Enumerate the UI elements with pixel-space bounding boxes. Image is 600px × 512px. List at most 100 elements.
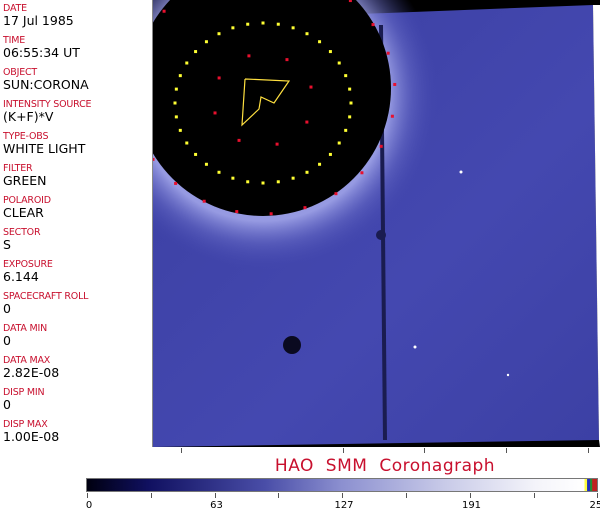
colorbar-tick (150, 493, 152, 498)
overlay-dot (371, 23, 375, 27)
overlay-dot (237, 138, 241, 142)
metadata-entry: DATA MAX 2.82E-08 (3, 355, 59, 380)
axis-tick (181, 448, 182, 453)
overlay-dot (235, 210, 239, 214)
metadata-entry: INTENSITY SOURCE (K+F)*V (3, 99, 92, 124)
entry-label: OBJECT (3, 67, 38, 78)
overlay-dot (174, 87, 178, 91)
overlay-dot (217, 76, 221, 80)
entry-label: SECTOR (3, 227, 41, 238)
overlay-dot (344, 128, 348, 132)
overlay-dot (337, 141, 341, 145)
colorbar-tick (342, 493, 344, 498)
metadata-entry: FILTER GREEN (3, 163, 47, 188)
entry-label: DATA MAX (3, 355, 51, 366)
overlay-dots (153, 0, 397, 216)
colorbar-tick (469, 493, 471, 498)
metadata-panel: DATE 17 Jul 1985 TIME 06:55:34 UT OBJECT SUN:… (0, 0, 153, 447)
star (459, 170, 463, 174)
overlay-dot (202, 199, 206, 203)
metadata-entry: EXPOSURE 6.144 (3, 259, 53, 284)
axis-tick (343, 448, 344, 453)
metadata-entry: DATA MIN 0 (3, 323, 47, 348)
overlay-dot (178, 74, 182, 78)
entry-label: DISP MIN (3, 387, 45, 398)
entry-value: GREEN (3, 173, 47, 188)
colorbar-tick-label: 191 (461, 500, 482, 511)
overlay-dot (305, 120, 309, 124)
overlay-dot (309, 85, 313, 89)
overlay-dot (174, 181, 178, 185)
entry-label: POLAROID (3, 195, 51, 206)
metadata-entry: DISP MIN 0 (3, 387, 45, 412)
overlay-dot (217, 170, 221, 174)
overlay-dot (305, 170, 309, 174)
overlay-dot (285, 58, 289, 62)
overlay-dot (349, 101, 353, 105)
overlay-dot (393, 82, 397, 86)
overlay-dot (204, 40, 208, 44)
overlay-dot (360, 171, 364, 175)
overlay-dot (334, 192, 338, 196)
overlay-dot (174, 115, 178, 119)
overlay-dot (390, 114, 394, 118)
overlay-dot (275, 142, 279, 146)
overlay-dot (291, 26, 295, 30)
colorbar-tick-label: 0 (85, 500, 93, 511)
entry-value: WHITE LIGHT (3, 141, 86, 156)
overlay-dot (247, 54, 251, 58)
entry-value: 0 (3, 397, 11, 412)
overlay-dot (318, 162, 322, 166)
metadata-entry: SPACECRAFT ROLL 0 (3, 291, 88, 316)
sector-outline (241, 78, 291, 127)
entry-value: S (3, 237, 11, 252)
overlay-dot (213, 111, 217, 115)
entry-value: 06:55:34 UT (3, 45, 80, 60)
colorbar-tick (87, 493, 88, 498)
overlay-dot (261, 181, 265, 185)
entry-label: TYPE-OBS (3, 131, 49, 142)
overlay-dot (305, 32, 309, 36)
overlay-dot (194, 50, 198, 54)
overlay-dot (162, 9, 166, 13)
overlay-dot (231, 26, 235, 30)
entry-label: DISP MAX (3, 419, 48, 430)
overlay-dot (303, 206, 307, 210)
overlay-dot (185, 61, 189, 65)
metadata-entry: DISP MAX 1.00E-08 (3, 419, 59, 444)
overlay-dot (231, 176, 235, 180)
entry-value: 0 (3, 301, 11, 316)
entry-value: 6.144 (3, 269, 39, 284)
overlay-dot (276, 180, 280, 184)
overlay-dot (291, 176, 295, 180)
occulter-disk (153, 0, 391, 216)
overlay-dot (348, 87, 352, 91)
entry-value: (K+F)*V (3, 109, 54, 124)
dark-spot (283, 336, 301, 354)
star (506, 373, 510, 377)
overlay-dot (348, 0, 352, 3)
axis-tick (424, 448, 425, 453)
overlay-dot (204, 162, 208, 166)
axis-tick (588, 448, 589, 453)
entry-label: SPACECRAFT ROLL (3, 291, 89, 302)
axis-tick (506, 448, 507, 453)
entry-value: SUN:CORONA (3, 77, 89, 92)
overlay-dot (386, 51, 390, 55)
entry-value: 0 (3, 333, 11, 348)
overlay-dot (276, 22, 280, 26)
overlay-dot (269, 212, 273, 216)
overlay-dot (185, 141, 189, 145)
entry-label: INTENSITY SOURCE (3, 99, 92, 110)
colorbar (86, 478, 598, 492)
entry-label: DATE (3, 3, 27, 14)
overlay-dot (178, 128, 182, 132)
colorbar-tick-label: 127 (334, 500, 354, 511)
overlay-dot (348, 115, 352, 119)
overlay-dot (246, 22, 250, 26)
colorbar-tick (214, 493, 216, 498)
overlay-dot (173, 101, 177, 105)
metadata-entry: SECTOR S (3, 227, 41, 252)
coronagraph-image (153, 0, 600, 447)
colorbar-tick-label: 63 (210, 500, 223, 511)
